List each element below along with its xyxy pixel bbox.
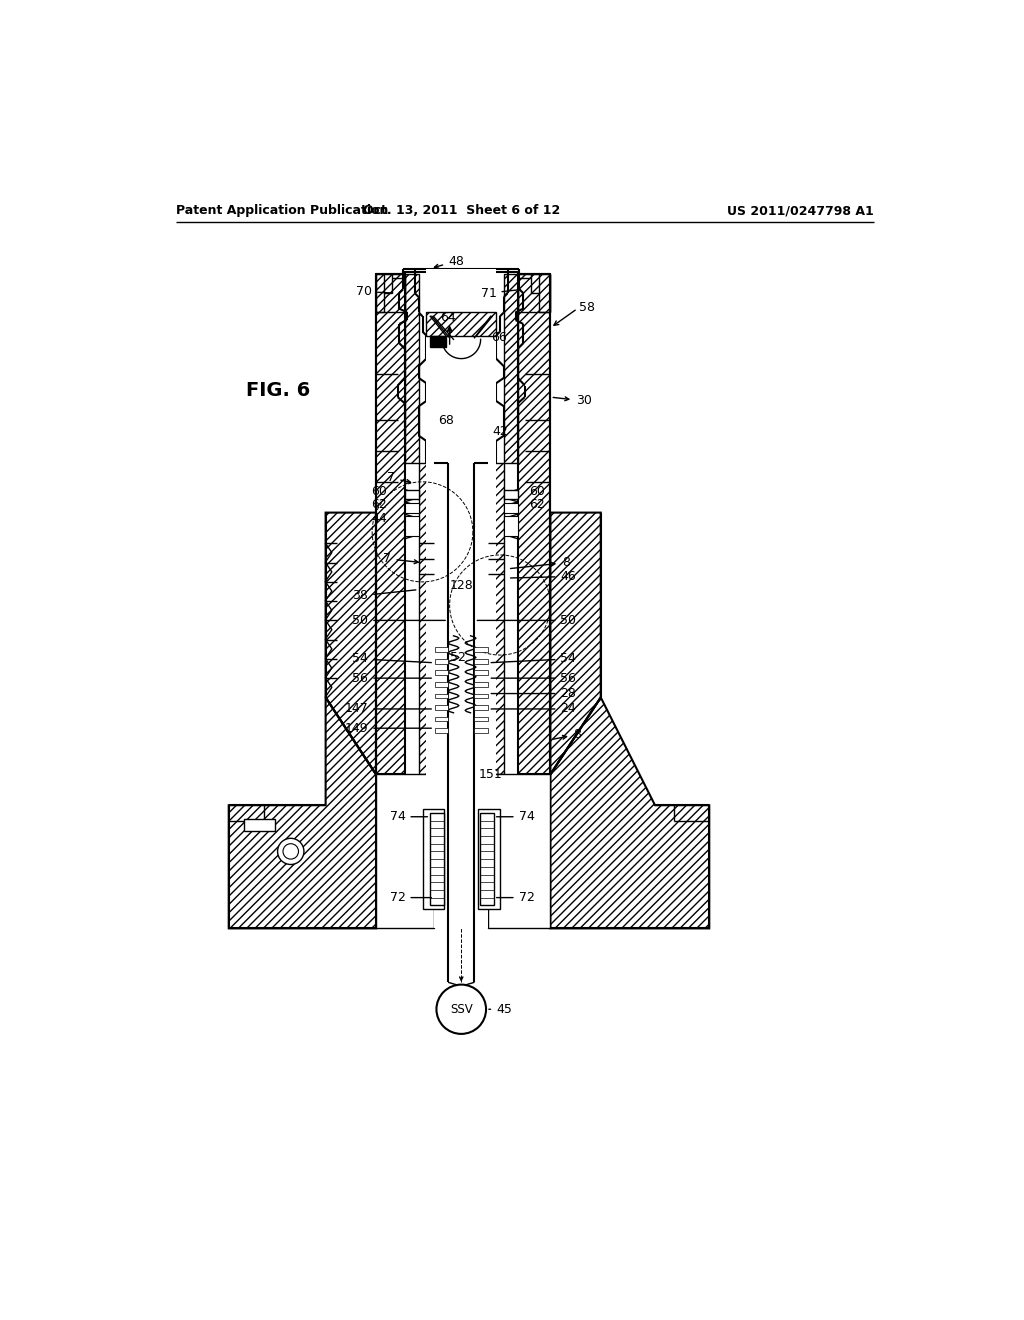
Text: 30: 30 (553, 395, 592, 408)
Polygon shape (488, 462, 504, 775)
Text: 71: 71 (480, 286, 520, 300)
Bar (474, 659, 487, 664)
Bar (430, 335, 445, 347)
Polygon shape (404, 275, 419, 462)
Polygon shape (518, 275, 550, 775)
Text: 54: 54 (492, 652, 577, 665)
Text: 128: 128 (450, 579, 473, 593)
Bar (423, 809, 444, 909)
Text: 74: 74 (497, 810, 535, 824)
Bar (504, 490, 518, 499)
Text: 8: 8 (553, 727, 582, 741)
Bar (435, 705, 449, 710)
Text: 60: 60 (529, 486, 546, 499)
Bar (376, 775, 550, 928)
Text: 24: 24 (492, 702, 577, 715)
Text: 52: 52 (450, 651, 466, 664)
Text: 56: 56 (352, 672, 431, 685)
Bar (478, 809, 500, 909)
Text: 64: 64 (440, 312, 456, 325)
Text: 151: 151 (478, 768, 502, 781)
Bar (404, 516, 419, 536)
Text: 60: 60 (372, 486, 387, 499)
Text: 72: 72 (497, 891, 535, 904)
Bar (504, 516, 518, 536)
Polygon shape (419, 462, 434, 775)
Polygon shape (488, 775, 550, 928)
Bar (245, 818, 275, 830)
Polygon shape (550, 697, 710, 928)
Bar (430, 813, 444, 906)
Polygon shape (228, 697, 376, 928)
Bar (435, 717, 449, 721)
Text: 8: 8 (511, 556, 570, 569)
Polygon shape (426, 313, 496, 335)
Polygon shape (326, 512, 376, 775)
Bar (404, 490, 419, 499)
Bar (474, 693, 487, 698)
Bar (404, 503, 419, 512)
Text: 70: 70 (356, 285, 392, 298)
Text: 46: 46 (511, 570, 577, 583)
Bar (435, 693, 449, 698)
Text: 42: 42 (493, 425, 508, 438)
Bar (435, 729, 449, 733)
Text: 56: 56 (492, 672, 577, 685)
Polygon shape (518, 275, 550, 313)
Text: 38: 38 (352, 589, 416, 602)
Text: 48: 48 (434, 255, 464, 268)
Text: SSV: SSV (450, 1003, 473, 1016)
Bar (474, 647, 487, 652)
Bar (426, 268, 496, 884)
Text: 147: 147 (344, 702, 431, 715)
Polygon shape (550, 512, 601, 775)
Polygon shape (376, 275, 404, 775)
Bar (480, 813, 494, 906)
Text: Patent Application Publication: Patent Application Publication (176, 205, 388, 218)
Text: 58: 58 (579, 301, 595, 314)
Bar (474, 729, 487, 733)
Polygon shape (376, 775, 434, 928)
Circle shape (278, 838, 304, 865)
Text: 28: 28 (492, 686, 577, 700)
Polygon shape (504, 275, 518, 462)
Bar (435, 647, 449, 652)
Circle shape (283, 843, 299, 859)
Text: 62: 62 (372, 499, 387, 511)
Bar (474, 682, 487, 686)
Text: 45: 45 (488, 1003, 512, 1016)
Bar (434, 775, 488, 928)
Bar (474, 671, 487, 675)
Text: 54: 54 (352, 652, 431, 665)
Bar (435, 671, 449, 675)
Text: 72: 72 (389, 891, 431, 904)
Text: FIG. 6: FIG. 6 (246, 381, 310, 400)
Text: 7: 7 (387, 471, 411, 484)
Text: 62: 62 (529, 499, 545, 511)
Bar (435, 682, 449, 686)
Bar (435, 659, 449, 664)
Text: 50: 50 (477, 614, 577, 627)
Text: 50: 50 (352, 614, 445, 627)
Bar (474, 717, 487, 721)
Polygon shape (376, 275, 404, 313)
Text: US 2011/0247798 A1: US 2011/0247798 A1 (727, 205, 873, 218)
Text: 7: 7 (384, 552, 418, 565)
Text: 66: 66 (490, 331, 507, 345)
Text: 74: 74 (389, 810, 427, 824)
Bar (474, 705, 487, 710)
Bar (504, 503, 518, 512)
Circle shape (436, 985, 486, 1034)
Text: 149: 149 (345, 722, 431, 735)
Text: 68: 68 (438, 413, 454, 426)
Text: 44: 44 (372, 512, 387, 525)
Text: Oct. 13, 2011  Sheet 6 of 12: Oct. 13, 2011 Sheet 6 of 12 (362, 205, 560, 218)
